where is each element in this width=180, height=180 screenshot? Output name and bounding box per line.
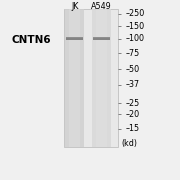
Text: –250: –250 [126, 9, 145, 18]
Text: –15: –15 [126, 124, 140, 133]
Bar [69, 9, 80, 147]
Text: CNTN6: CNTN6 [12, 35, 51, 45]
Bar [64, 9, 118, 147]
Text: JK: JK [71, 2, 78, 11]
Bar [92, 9, 111, 147]
Text: –20: –20 [126, 110, 140, 119]
Bar [93, 37, 110, 38]
Text: –25: –25 [126, 99, 140, 108]
Bar [66, 37, 83, 38]
Bar [65, 9, 84, 147]
Text: –37: –37 [126, 80, 140, 89]
Text: –100: –100 [126, 34, 145, 43]
Text: (kd): (kd) [122, 139, 138, 148]
Text: –150: –150 [126, 22, 145, 31]
Text: A549: A549 [91, 2, 112, 11]
Text: –75: –75 [126, 49, 140, 58]
Text: –50: –50 [126, 65, 140, 74]
Bar [93, 37, 110, 40]
Bar [96, 9, 107, 147]
Bar [66, 37, 83, 40]
